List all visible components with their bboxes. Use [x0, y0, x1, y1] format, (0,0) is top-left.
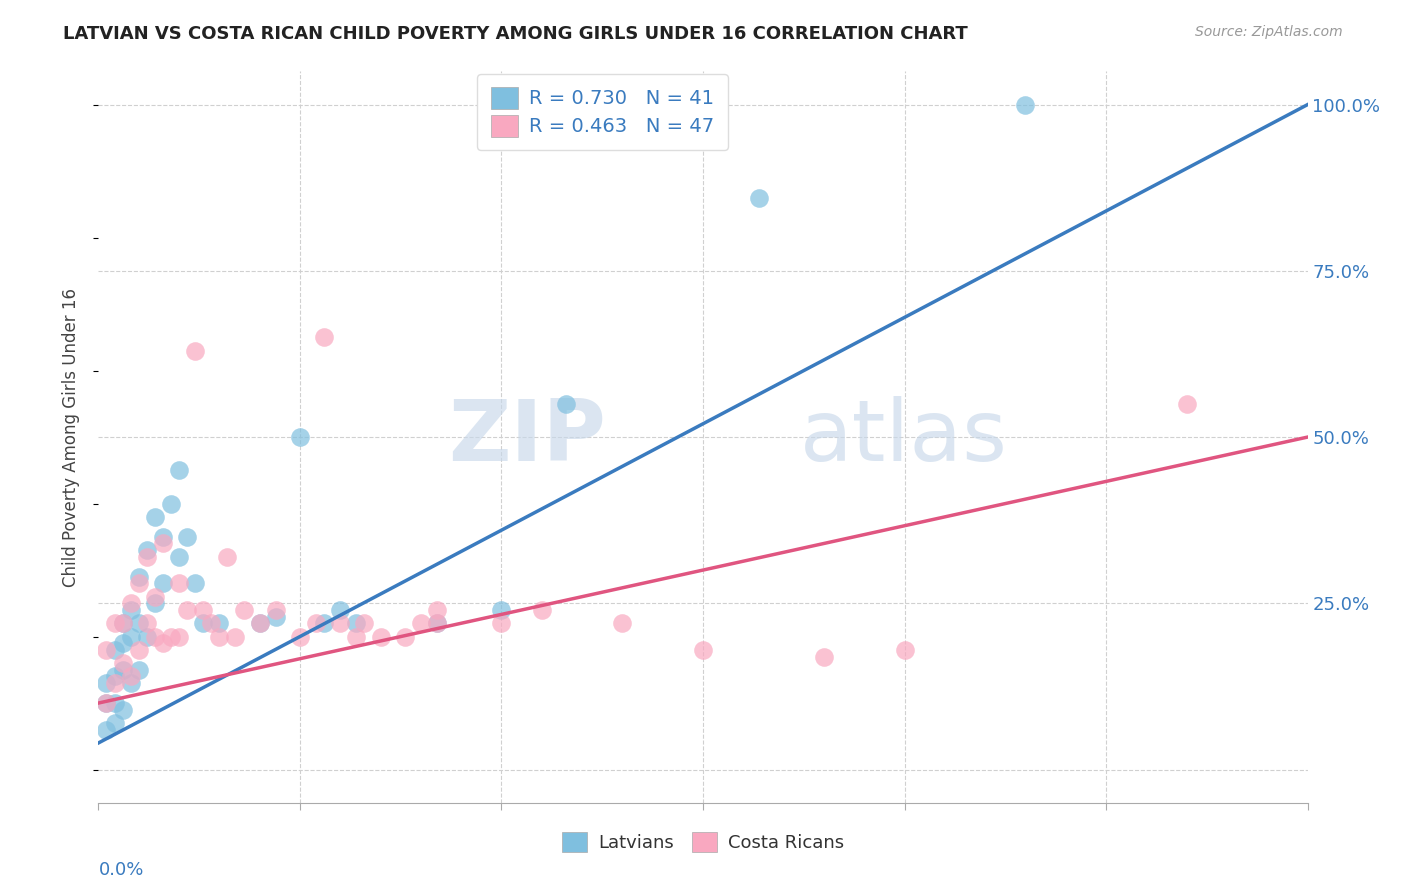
Point — [208, 630, 231, 644]
Text: 0.0%: 0.0% — [98, 862, 143, 880]
Point — [491, 616, 513, 631]
Point — [612, 616, 634, 631]
Point — [224, 630, 246, 644]
Point — [111, 703, 134, 717]
Point — [103, 696, 125, 710]
Point — [329, 603, 352, 617]
Point — [748, 191, 770, 205]
Point — [103, 616, 125, 631]
Point — [344, 616, 367, 631]
Point — [167, 549, 190, 564]
Point — [176, 603, 198, 617]
Point — [249, 616, 271, 631]
Point — [193, 603, 215, 617]
Point — [111, 616, 134, 631]
Text: Source: ZipAtlas.com: Source: ZipAtlas.com — [1195, 25, 1343, 39]
Point — [96, 643, 118, 657]
Point — [813, 649, 835, 664]
Point — [264, 603, 287, 617]
Point — [555, 397, 578, 411]
Point — [288, 430, 311, 444]
Point — [120, 676, 142, 690]
Point — [329, 616, 352, 631]
Point — [160, 630, 183, 644]
Point — [184, 343, 207, 358]
Point — [176, 530, 198, 544]
Point — [128, 576, 150, 591]
Point — [167, 463, 190, 477]
Point — [152, 576, 174, 591]
Text: LATVIAN VS COSTA RICAN CHILD POVERTY AMONG GIRLS UNDER 16 CORRELATION CHART: LATVIAN VS COSTA RICAN CHILD POVERTY AMO… — [63, 25, 967, 43]
Legend: Latvians, Costa Ricans: Latvians, Costa Ricans — [555, 825, 851, 860]
Point — [152, 530, 174, 544]
Point — [1175, 397, 1198, 411]
Point — [120, 596, 142, 610]
Point — [111, 616, 134, 631]
Point — [167, 630, 190, 644]
Point — [193, 616, 215, 631]
Point — [143, 630, 166, 644]
Point — [152, 636, 174, 650]
Y-axis label: Child Poverty Among Girls Under 16: Child Poverty Among Girls Under 16 — [62, 287, 80, 587]
Point — [128, 663, 150, 677]
Point — [370, 630, 392, 644]
Point — [96, 723, 118, 737]
Point — [314, 616, 336, 631]
Point — [128, 616, 150, 631]
Point — [96, 696, 118, 710]
Point — [120, 669, 142, 683]
Point — [135, 549, 157, 564]
Point — [184, 576, 207, 591]
Point — [120, 630, 142, 644]
Point — [692, 643, 714, 657]
Point — [120, 603, 142, 617]
Point — [135, 543, 157, 558]
Point — [200, 616, 222, 631]
Point — [409, 616, 432, 631]
Point — [143, 590, 166, 604]
Point — [143, 596, 166, 610]
Point — [217, 549, 239, 564]
Point — [1014, 97, 1036, 112]
Text: atlas: atlas — [800, 395, 1008, 479]
Point — [111, 636, 134, 650]
Point — [305, 616, 328, 631]
Point — [249, 616, 271, 631]
Point — [152, 536, 174, 550]
Point — [208, 616, 231, 631]
Point — [96, 676, 118, 690]
Point — [344, 630, 367, 644]
Text: ZIP: ZIP — [449, 395, 606, 479]
Point — [160, 497, 183, 511]
Point — [111, 663, 134, 677]
Point — [893, 643, 915, 657]
Point — [288, 630, 311, 644]
Point — [232, 603, 254, 617]
Point — [103, 716, 125, 731]
Point — [135, 616, 157, 631]
Point — [103, 669, 125, 683]
Point — [530, 603, 553, 617]
Point — [264, 609, 287, 624]
Point — [135, 630, 157, 644]
Point — [96, 696, 118, 710]
Point — [314, 330, 336, 344]
Point — [491, 603, 513, 617]
Point — [111, 656, 134, 670]
Point — [103, 643, 125, 657]
Point — [128, 570, 150, 584]
Point — [426, 616, 449, 631]
Point — [353, 616, 375, 631]
Point — [426, 603, 449, 617]
Point — [143, 509, 166, 524]
Point — [426, 616, 449, 631]
Point — [128, 643, 150, 657]
Point — [394, 630, 416, 644]
Point — [167, 576, 190, 591]
Point — [103, 676, 125, 690]
